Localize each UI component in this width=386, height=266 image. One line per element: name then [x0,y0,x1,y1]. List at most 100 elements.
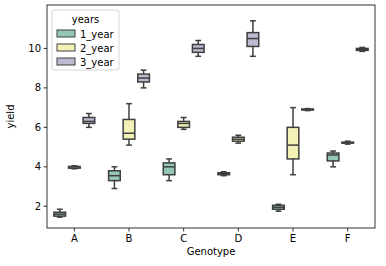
y-tick-label: 2 [35,201,41,212]
legend-box [52,10,119,70]
whisker-low [168,175,170,181]
whisker-low [292,159,294,175]
chart: 2 4 6 8 10 A B C D E F Genotype yield years 1_year 2_ye… [0,0,386,266]
box [69,166,81,168]
whisker-low [128,139,130,145]
box [233,137,245,141]
box [356,48,368,50]
box [54,212,66,216]
y-tick [44,166,48,167]
median [109,175,121,177]
legend-label: 3_year [80,57,115,69]
box [342,141,354,143]
median [233,138,245,140]
median [218,173,230,175]
median [342,142,354,144]
cap-high [86,113,92,115]
whisker-high [252,21,254,33]
whisker-low [114,181,116,189]
x-tick-label: F [345,233,351,244]
box [302,108,314,110]
x-tick [183,228,184,232]
cap-low [181,129,187,131]
cap-low [290,174,296,176]
y-tick-label: 6 [35,122,41,133]
median [356,49,368,51]
whisker-low [252,46,254,56]
x-tick [129,228,130,232]
y-label: yield [5,105,16,129]
box [218,173,230,175]
median [192,48,204,50]
median [54,213,66,215]
box [327,153,339,161]
box [178,121,190,127]
frame [47,5,375,228]
whisker-low [143,82,145,88]
legend-swatch [57,30,75,37]
cap-low [235,142,241,144]
cap-low [86,127,92,129]
y-tick [44,48,48,49]
cap-low [112,188,118,190]
x-tick [347,228,348,232]
x-tick-label: E [290,233,296,244]
y-tick [44,87,48,88]
x-tick [74,228,75,232]
x-label: Genotype [187,246,236,257]
whisker-high [128,104,130,120]
cap-high [126,103,132,105]
legend: years 1_year 2_year 3_year [52,10,119,70]
median [287,144,299,146]
box [247,33,259,47]
cap-high [290,107,296,109]
whisker-low [332,161,334,167]
cap-high [195,40,201,42]
box [273,205,285,209]
cap-high [166,158,172,160]
x-tick-label: A [71,233,78,244]
cap-high [330,150,336,152]
whisker-high [292,108,294,128]
cap-high [112,166,118,168]
median [247,38,259,40]
box [192,44,204,52]
box [138,74,150,82]
cap-low [250,56,256,58]
median [163,166,175,168]
cap-low [126,144,132,146]
cap-high [250,20,256,22]
cap-low [276,210,282,212]
cap-low [195,56,201,58]
cap-high [57,209,63,211]
median [69,166,81,168]
x-tick [238,228,239,232]
x-tick-label: D [234,233,242,244]
cap-high [181,117,187,119]
cap-low [141,87,147,89]
y-tick [44,127,48,128]
y-tick-label: 8 [35,82,41,93]
x-tick [293,228,294,232]
median [327,154,339,156]
legend-title: years [72,14,100,25]
box [163,163,175,175]
median [83,121,95,123]
x-tick-label: B [126,233,133,244]
median [123,133,135,135]
box [83,117,95,123]
legend-label: 1_year [80,29,115,41]
legend-swatch [57,58,75,65]
y-tick-label: 4 [35,161,41,172]
y-tick-label: 10 [28,43,41,54]
legend-label: 2_year [80,43,115,55]
box [287,127,299,159]
box [109,171,121,181]
x-tick-label: C [180,233,187,244]
median [273,207,285,209]
median [138,77,150,79]
legend-swatch [57,44,75,51]
box [123,119,135,139]
cap-high [141,69,147,71]
median [302,109,314,111]
